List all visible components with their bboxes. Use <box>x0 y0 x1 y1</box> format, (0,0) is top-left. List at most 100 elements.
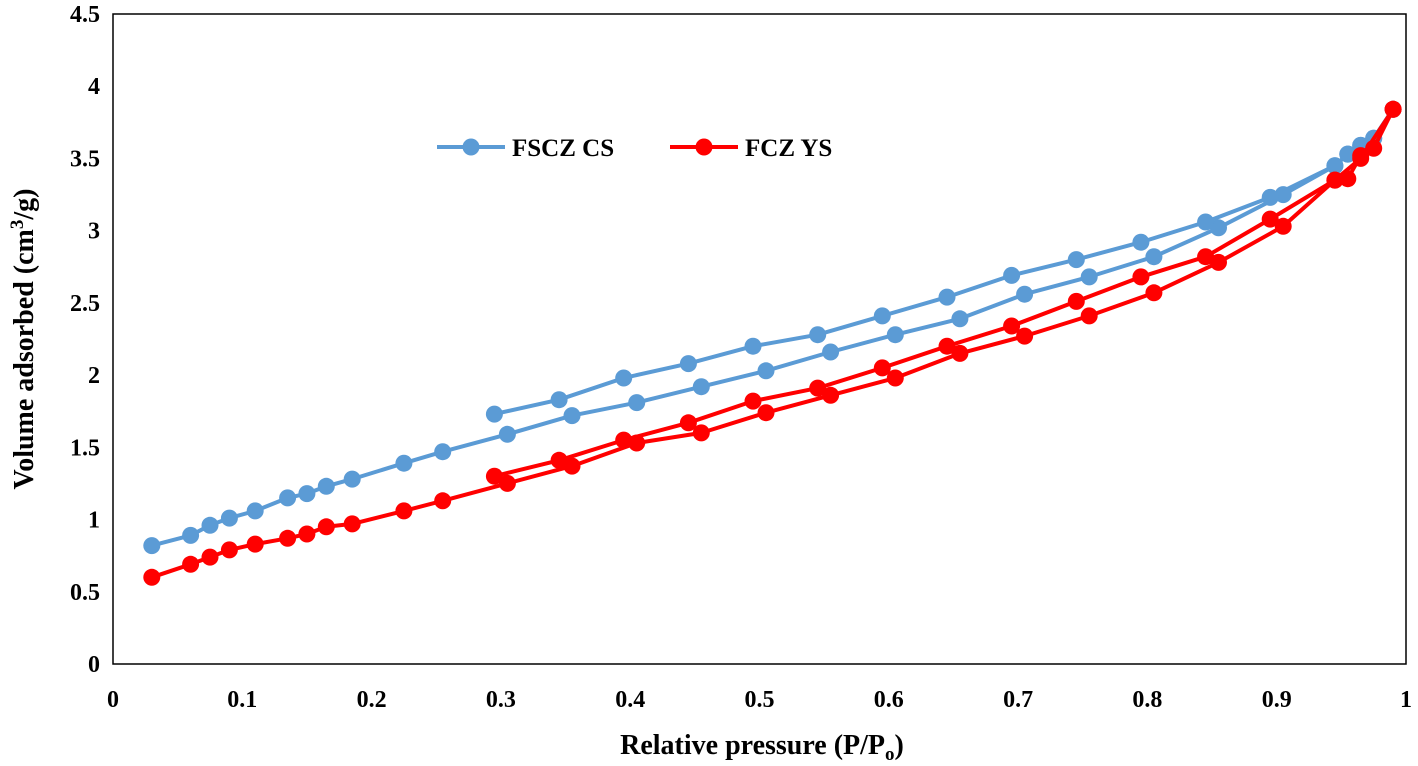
data-point-fscz-cs <box>1274 186 1292 204</box>
x-tick-label: 0.6 <box>874 687 904 713</box>
data-point-fcz-ys <box>317 518 335 536</box>
data-point-fscz-cs <box>692 378 710 396</box>
data-point-fscz-cs <box>628 394 646 412</box>
data-point-fscz-cs <box>1197 213 1215 231</box>
data-point-fscz-cs <box>886 326 904 344</box>
data-point-fscz-cs <box>485 405 503 423</box>
data-point-fcz-ys <box>1365 139 1383 157</box>
data-point-fcz-ys <box>692 424 710 442</box>
series-line-fcz-ys-desorption <box>493 108 1395 479</box>
data-point-fcz-ys <box>744 392 762 410</box>
data-point-fcz-ys <box>1261 210 1279 228</box>
data-point-fscz-cs <box>395 454 413 472</box>
data-point-fcz-ys <box>1352 149 1370 167</box>
legend-label-fscz-cs: FSCZ CS <box>512 135 614 162</box>
x-tick-label: 1 <box>1400 687 1412 713</box>
data-point-fcz-ys <box>1210 253 1227 271</box>
data-point-fscz-cs <box>951 310 969 328</box>
x-tick-label: 0.7 <box>1003 687 1033 713</box>
data-point-fscz-cs <box>1080 268 1098 286</box>
y-tick-label: 0 <box>88 652 100 678</box>
data-point-fscz-cs <box>1339 145 1357 163</box>
data-point-fcz-ys <box>938 337 956 355</box>
data-point-fscz-cs <box>1326 157 1344 175</box>
data-point-fscz-cs <box>809 326 827 344</box>
data-point-fscz-cs <box>1261 188 1279 206</box>
data-point-fscz-cs <box>615 369 633 387</box>
data-point-fcz-ys <box>485 467 503 485</box>
y-tick-label: 3.5 <box>70 146 100 172</box>
y-tick-label: 4 <box>88 74 100 100</box>
x-tick-label: 0 <box>107 687 119 713</box>
data-point-fscz-cs <box>246 502 264 520</box>
data-point-fscz-cs <box>873 307 891 325</box>
x-tick-label: 0.9 <box>1262 687 1292 713</box>
data-point-fscz-cs <box>1145 248 1163 266</box>
legend-marker-fcz-ys <box>695 138 713 156</box>
data-point-fcz-ys <box>182 555 200 573</box>
x-tick-label: 0.2 <box>357 687 387 713</box>
data-point-fcz-ys <box>343 515 361 533</box>
data-point-fcz-ys <box>279 529 297 547</box>
data-point-fcz-ys <box>395 502 413 520</box>
data-point-fcz-ys <box>757 404 775 422</box>
data-point-fcz-ys <box>615 431 633 449</box>
data-point-fscz-cs <box>182 526 200 544</box>
plot-frame <box>112 13 1407 665</box>
y-axis-ticks: 0 0.5 1 1.5 2 2.5 3 3.5 4 4.5 <box>70 2 100 678</box>
data-point-fcz-ys <box>563 457 581 475</box>
data-point-fscz-cs <box>343 470 361 488</box>
data-point-fscz-cs <box>1016 285 1034 303</box>
data-point-fcz-ys <box>822 386 840 404</box>
data-point-fcz-ys <box>246 535 264 553</box>
series-fscz-cs <box>143 100 1402 555</box>
data-point-fscz-cs <box>1132 233 1150 251</box>
data-point-fcz-ys <box>1274 217 1292 235</box>
data-point-fcz-ys <box>298 525 316 543</box>
data-point-fscz-cs <box>1067 251 1085 269</box>
data-point-fcz-ys <box>628 434 646 452</box>
data-point-fscz-cs <box>679 355 697 373</box>
x-tick-label: 0.3 <box>486 687 516 713</box>
data-point-fscz-cs <box>757 362 775 380</box>
y-tick-label: 4.5 <box>70 2 100 28</box>
data-point-fscz-cs <box>1003 266 1021 284</box>
data-point-fscz-cs <box>550 391 568 409</box>
x-tick-label: 0.8 <box>1132 687 1162 713</box>
y-tick-label: 0.5 <box>70 580 100 606</box>
y-tick-label: 2 <box>88 363 100 389</box>
y-tick-label: 2.5 <box>70 291 100 317</box>
data-point-fscz-cs <box>434 443 452 461</box>
legend-marker-fscz-cs <box>462 138 480 156</box>
legend-item-fscz-cs: FSCZ CS <box>437 135 614 162</box>
x-tick-label: 0.5 <box>745 687 775 713</box>
x-tick-label: 0.1 <box>227 687 257 713</box>
series-line-fscz-cs-desorption <box>493 108 1395 417</box>
y-tick-label: 1 <box>88 508 100 534</box>
data-point-fscz-cs <box>498 425 516 443</box>
data-point-fcz-ys <box>220 541 238 559</box>
data-point-fcz-ys <box>1339 170 1357 188</box>
series-layer <box>143 100 1402 586</box>
x-axis-ticks: 0 0.1 0.2 0.3 0.4 0.5 0.6 0.7 0.8 0.9 1 <box>107 687 1412 713</box>
series-line-fscz-cs-adsorption <box>151 108 1395 548</box>
data-point-fscz-cs <box>298 485 316 503</box>
data-point-fcz-ys <box>886 369 904 387</box>
series-fcz-ys <box>143 100 1402 586</box>
data-point-fscz-cs <box>143 537 161 555</box>
x-tick-label: 0.4 <box>615 687 645 713</box>
data-point-fscz-cs <box>744 337 762 355</box>
data-point-fscz-cs <box>201 516 219 534</box>
data-point-fcz-ys <box>1067 292 1085 310</box>
data-point-fscz-cs <box>279 489 297 507</box>
data-point-fscz-cs <box>938 288 956 306</box>
legend-item-fcz-ys: FCZ YS <box>670 135 832 162</box>
data-point-fscz-cs <box>317 477 335 495</box>
data-point-fcz-ys <box>1080 307 1098 325</box>
y-tick-label: 1.5 <box>70 435 100 461</box>
plot-area <box>112 13 1407 665</box>
data-point-fcz-ys <box>201 548 219 566</box>
data-point-fscz-cs <box>1210 219 1227 237</box>
data-point-fcz-ys <box>498 474 516 492</box>
legend-label-fcz-ys: FCZ YS <box>745 135 832 162</box>
